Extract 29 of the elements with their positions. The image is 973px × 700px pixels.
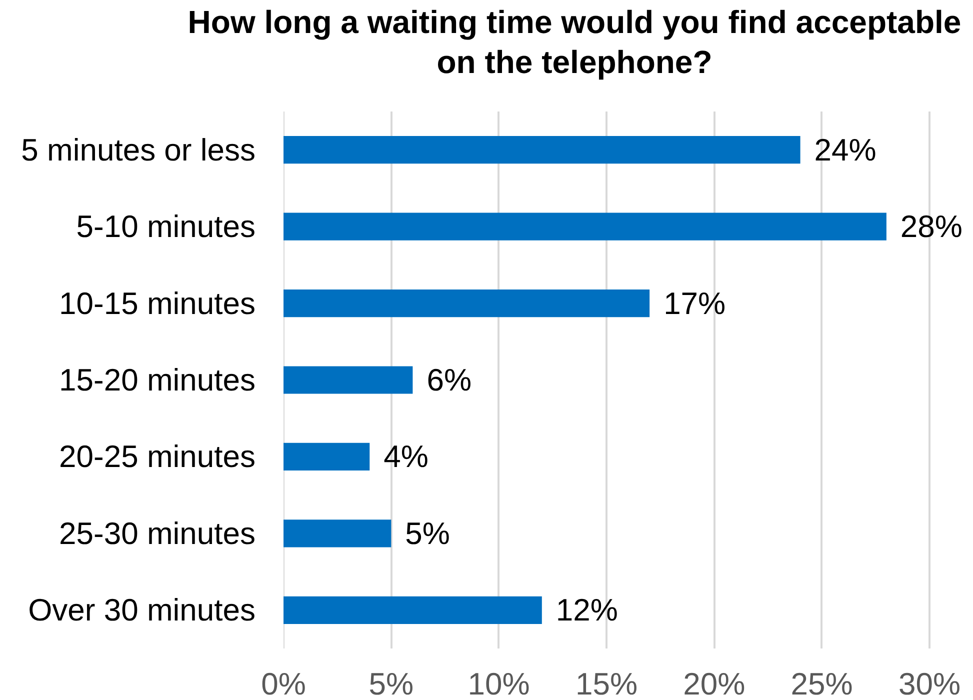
- y-tick-label: 20-25 minutes: [59, 439, 256, 474]
- x-tick-label: 25%: [790, 666, 853, 700]
- bar: [284, 212, 886, 240]
- bar: [284, 366, 413, 394]
- y-tick-label: 25-30 minutes: [59, 516, 256, 551]
- x-tick-label: 15%: [575, 666, 638, 700]
- y-tick-label: Over 30 minutes: [28, 592, 256, 628]
- data-label: 12%: [556, 592, 618, 628]
- data-label: 5%: [405, 516, 450, 551]
- y-tick-label: 5-10 minutes: [76, 209, 256, 244]
- bar: [284, 136, 800, 164]
- data-label: 17%: [664, 286, 726, 321]
- data-label: 6%: [426, 362, 472, 398]
- bar: [284, 520, 392, 548]
- bar: [284, 289, 650, 318]
- x-tick-label: 5%: [368, 666, 414, 700]
- bar: [284, 596, 542, 624]
- x-tick-label: 10%: [468, 666, 530, 700]
- chart-title: How long a waiting time would you find acceptable on the telephone?: [188, 3, 962, 82]
- x-tick-label: 0%: [261, 666, 306, 700]
- data-label: 28%: [900, 209, 962, 244]
- data-label: 4%: [384, 439, 428, 474]
- x-tick-label: 30%: [898, 666, 961, 700]
- y-tick-label: 15-20 minutes: [59, 362, 256, 398]
- y-tick-label: 10-15 minutes: [59, 286, 256, 321]
- bar: [284, 442, 370, 471]
- x-tick-label: 20%: [683, 666, 746, 700]
- data-label: 24%: [814, 132, 876, 168]
- y-tick-label: 5 minutes or less: [21, 132, 256, 168]
